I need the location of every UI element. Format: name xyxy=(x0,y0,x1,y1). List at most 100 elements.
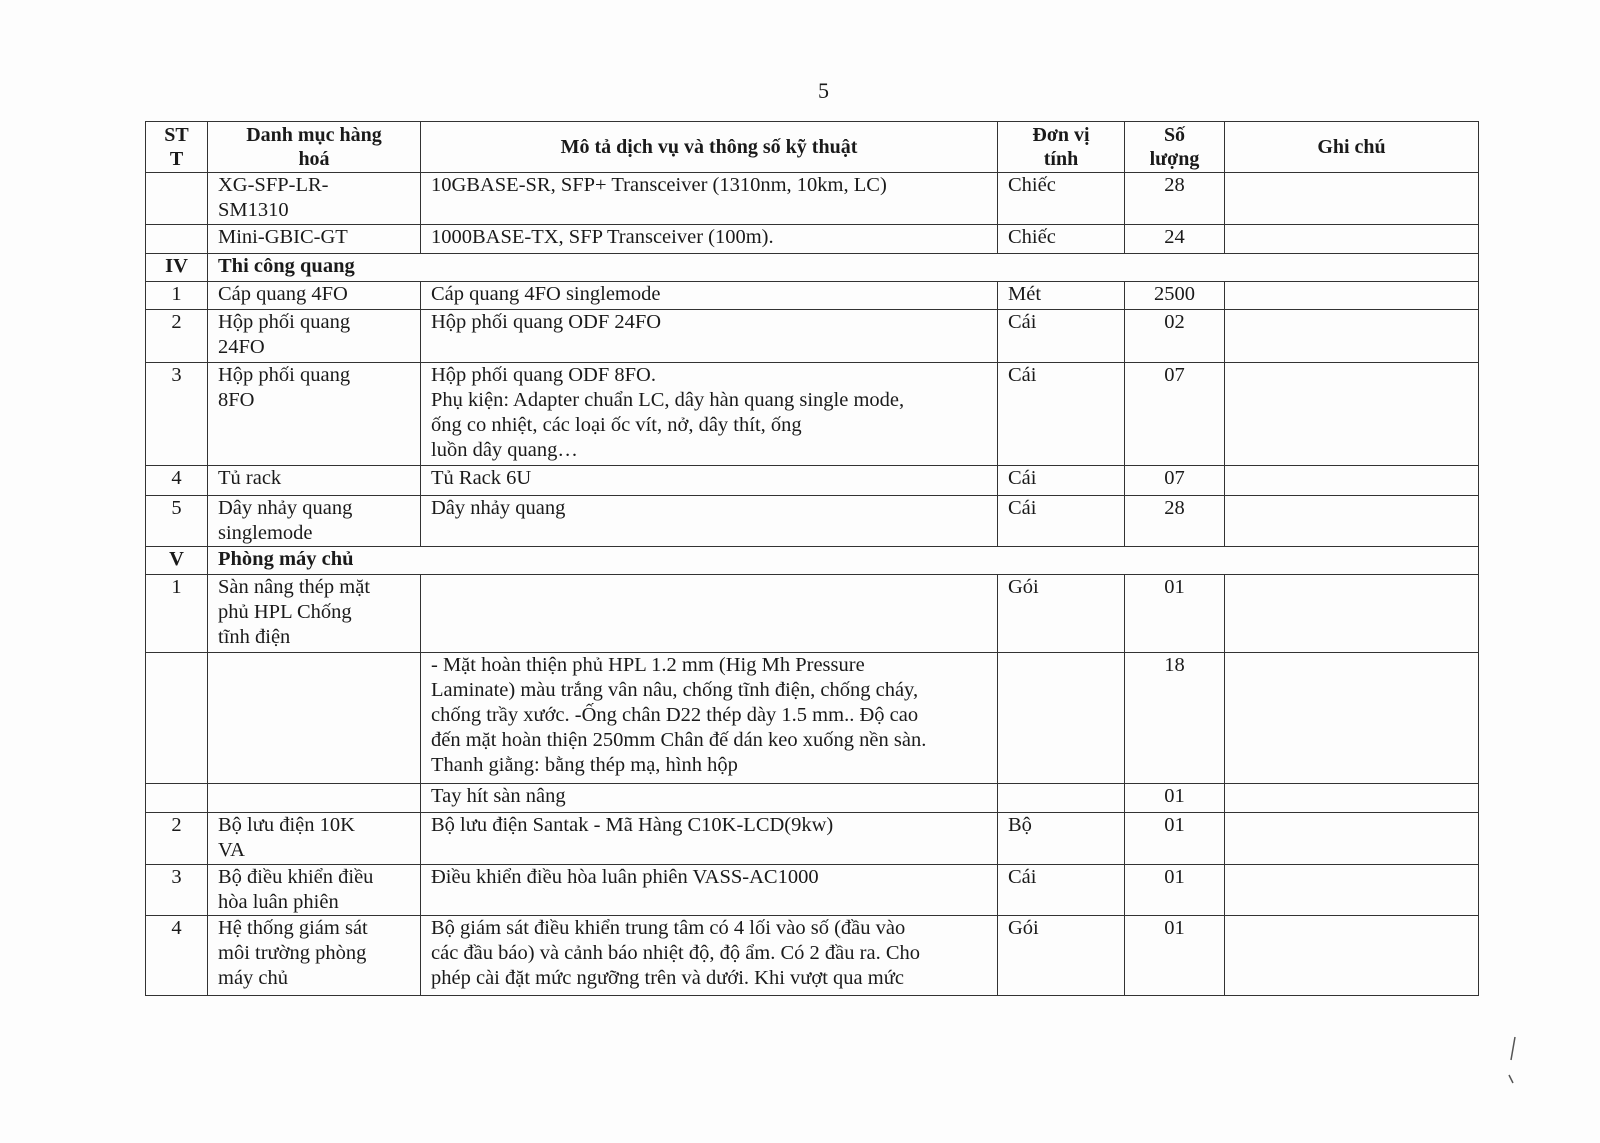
cell-unit: Cái xyxy=(997,362,1125,466)
cell-quantity: 01 xyxy=(1124,864,1225,916)
cell-description: Hộp phối quang ODF 24FO xyxy=(420,309,998,363)
cell-unit: Gói xyxy=(997,574,1125,653)
cell-stt xyxy=(145,172,208,225)
cell-name: Hộp phối quang 24FO xyxy=(207,309,421,363)
cell-quantity: 01 xyxy=(1124,812,1225,865)
cell-note xyxy=(1224,172,1479,225)
cell-stt xyxy=(145,652,208,784)
cell-stt: 1 xyxy=(145,281,208,310)
cell-stt: 4 xyxy=(145,465,208,496)
table-row: - Mặt hoàn thiện phủ HPL 1.2 mm (Hig Mh … xyxy=(145,652,1479,784)
cell-quantity: 2500 xyxy=(1124,281,1225,310)
table-row: Mini-GBIC-GT 1000BASE-TX, SFP Transceiver… xyxy=(145,224,1479,254)
table-row: 3 Bộ điều khiển điều hòa luân phiên Điều … xyxy=(145,864,1479,916)
table-row: 2 Hộp phối quang 24FO Hộp phối quang ODF 2… xyxy=(145,309,1479,363)
cell-name: XG-SFP-LR- SM1310 xyxy=(207,172,421,225)
cell-note xyxy=(1224,812,1479,865)
cell-name: Sàn nâng thép mặt phủ HPL Chống tĩnh điệ… xyxy=(207,574,421,653)
cell-stt xyxy=(145,783,208,813)
section-number: IV xyxy=(145,253,208,282)
cell-unit: Bộ xyxy=(997,812,1125,865)
cell-note xyxy=(1224,783,1479,813)
cell-quantity: 02 xyxy=(1124,309,1225,363)
table-row: XG-SFP-LR- SM1310 10GBASE-SR, SFP+ Transc… xyxy=(145,172,1479,225)
cell-unit: Gói xyxy=(997,915,1125,996)
cell-note xyxy=(1224,362,1479,466)
header-note: Ghi chú xyxy=(1224,121,1479,173)
header-stt: ST T xyxy=(145,121,208,173)
cell-note xyxy=(1224,864,1479,916)
cell-name xyxy=(207,783,421,813)
goods-table: ST T Danh mục hàng hoá Mô tả dịch vụ và … xyxy=(145,121,1479,996)
cell-note xyxy=(1224,465,1479,496)
header-row: ST T Danh mục hàng hoá Mô tả dịch vụ và … xyxy=(145,121,1479,173)
table-row: 1 Sàn nâng thép mặt phủ HPL Chống tĩnh đi… xyxy=(145,574,1479,653)
cell-stt: 2 xyxy=(145,309,208,363)
cell-name: Hệ thống giám sát môi trường phòng máy c… xyxy=(207,915,421,996)
header-unit: Đơn vị tính xyxy=(997,121,1125,173)
cell-unit xyxy=(997,783,1125,813)
cell-name: Bộ điều khiển điều hòa luân phiên xyxy=(207,864,421,916)
table-row: 5 Dây nhảy quang singlemode Dây nhảy quang… xyxy=(145,495,1479,547)
table-row: 4 Tủ rack Tủ Rack 6U Cái 07 xyxy=(145,465,1479,496)
header-name: Danh mục hàng hoá xyxy=(207,121,421,173)
cell-note xyxy=(1224,281,1479,310)
cell-description xyxy=(420,574,998,653)
cell-unit xyxy=(997,652,1125,784)
page-number: 5 xyxy=(818,78,829,103)
scan-mark xyxy=(1508,1036,1516,1084)
cell-quantity: 28 xyxy=(1124,172,1225,225)
cell-description: 1000BASE-TX, SFP Transceiver (100m). xyxy=(420,224,998,254)
cell-stt xyxy=(145,224,208,254)
cell-quantity: 18 xyxy=(1124,652,1225,784)
cell-note xyxy=(1224,495,1479,547)
cell-stt: 3 xyxy=(145,362,208,466)
cell-unit: Cái xyxy=(997,495,1125,547)
cell-stt: 3 xyxy=(145,864,208,916)
cell-unit: Cái xyxy=(997,864,1125,916)
section-row: IV Thi công quang xyxy=(145,253,1479,282)
cell-name: Mini-GBIC-GT xyxy=(207,224,421,254)
table-row: 3 Hộp phối quang 8FO Hộp phối quang ODF 8F… xyxy=(145,362,1479,466)
table-row: 1 Cáp quang 4FO Cáp quang 4FO singlemode Mé… xyxy=(145,281,1479,310)
header-description: Mô tả dịch vụ và thông số kỹ thuật xyxy=(420,121,998,173)
cell-quantity: 28 xyxy=(1124,495,1225,547)
cell-description: Cáp quang 4FO singlemode xyxy=(420,281,998,310)
cell-unit: Cái xyxy=(997,465,1125,496)
cell-name: Bộ lưu điện 10K VA xyxy=(207,812,421,865)
cell-quantity: 01 xyxy=(1124,915,1225,996)
cell-description: Hộp phối quang ODF 8FO. Phụ kiện: Adapte… xyxy=(420,362,998,466)
cell-stt: 1 xyxy=(145,574,208,653)
header-quantity: Số lượng xyxy=(1124,121,1225,173)
cell-quantity: 07 xyxy=(1124,362,1225,466)
cell-stt: 4 xyxy=(145,915,208,996)
cell-description: Bộ lưu điện Santak - Mã Hàng C10K-LCD(9k… xyxy=(420,812,998,865)
cell-quantity: 01 xyxy=(1124,574,1225,653)
cell-quantity: 07 xyxy=(1124,465,1225,496)
cell-name: Dây nhảy quang singlemode xyxy=(207,495,421,547)
cell-unit: Mét xyxy=(997,281,1125,310)
cell-name: Hộp phối quang 8FO xyxy=(207,362,421,466)
cell-quantity: 24 xyxy=(1124,224,1225,254)
cell-stt: 5 xyxy=(145,495,208,547)
section-title: Thi công quang xyxy=(207,253,1479,282)
cell-name: Cáp quang 4FO xyxy=(207,281,421,310)
table-row: 2 Bộ lưu điện 10K VA Bộ lưu điện Santak - … xyxy=(145,812,1479,865)
section-title: Phòng máy chủ xyxy=(207,546,1479,575)
cell-name xyxy=(207,652,421,784)
cell-note xyxy=(1224,915,1479,996)
section-row: V Phòng máy chủ xyxy=(145,546,1479,575)
cell-description: - Mặt hoàn thiện phủ HPL 1.2 mm (Hig Mh … xyxy=(420,652,998,784)
cell-unit: Chiếc xyxy=(997,224,1125,254)
cell-quantity: 01 xyxy=(1124,783,1225,813)
cell-note xyxy=(1224,309,1479,363)
cell-name: Tủ rack xyxy=(207,465,421,496)
cell-note xyxy=(1224,652,1479,784)
cell-description: Bộ giám sát điều khiển trung tâm có 4 lố… xyxy=(420,915,998,996)
cell-note xyxy=(1224,224,1479,254)
cell-description: Tay hít sàn nâng xyxy=(420,783,998,813)
cell-description: Tủ Rack 6U xyxy=(420,465,998,496)
cell-unit: Chiếc xyxy=(997,172,1125,225)
cell-description: Điều khiển điều hòa luân phiên VASS-AC10… xyxy=(420,864,998,916)
cell-unit: Cái xyxy=(997,309,1125,363)
